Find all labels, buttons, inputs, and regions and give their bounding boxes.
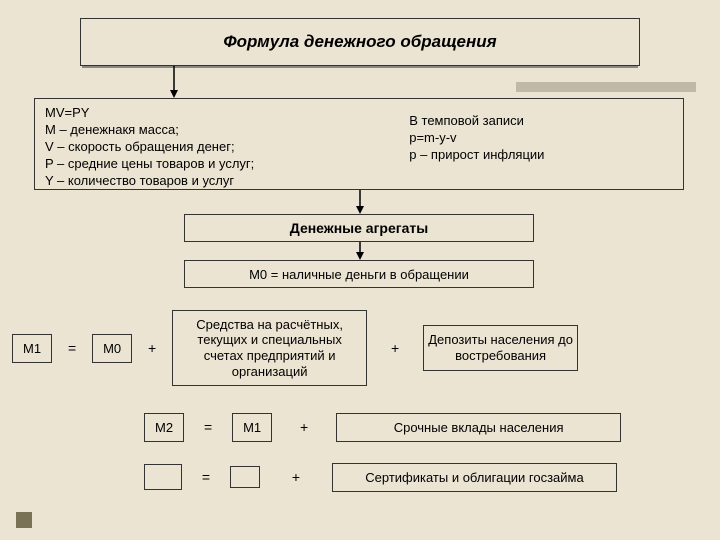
m1-right-box: Депозиты населения до востребования [423,325,578,370]
def-v: V – скорость обращения денег; [45,139,409,156]
aggregates-header: Денежные агрегаты [184,214,534,242]
eq-sign-1: = [62,340,82,356]
m1-row: М1 = М0 + Средства на расчётных, текущих… [12,310,578,386]
plus-sign-3: + [294,419,314,435]
aggregates-header-text: Денежные агрегаты [290,220,428,236]
m0-box: М0 = наличные деньги в обращении [184,260,534,288]
eq-sign-2: = [198,419,218,435]
m2-row: М2 = М1 + Срочные вклады населения [144,410,621,444]
definitions-right: В темповой записи p=m-y-v p – прирост ин… [409,105,673,183]
m3-blank-box [144,464,182,490]
m3-marker-box [230,466,260,488]
plus-sign-4: + [286,469,306,485]
tempo-1: В темповой записи [409,113,673,130]
title-box: Формула денежного обращения [80,18,640,66]
plus-sign-2: + [385,340,405,356]
definitions-box: MV=PY M – денежнакя масса; V – скорость … [34,98,684,190]
plus-sign-1: + [142,340,162,356]
formula-line: MV=PY [45,105,409,122]
arrow-title-to-def [168,66,180,100]
def-p: P – средние цены товаров и услуг; [45,156,409,173]
accent-bar [516,82,696,92]
def-m: M – денежнакя масса; [45,122,409,139]
arrow-def-to-agg [354,190,366,216]
tempo-3: p – прирост инфляции [409,147,673,164]
m0-small-box: М0 [92,334,132,363]
eq-sign-3: = [196,469,216,485]
m3-row: = + Сертификаты и облигации госзайма [144,460,617,494]
m3-right-box: Сертификаты и облигации госзайма [332,463,617,492]
m1-box: М1 [12,334,52,363]
title-text: Формула денежного обращения [223,32,496,52]
corner-decoration [16,512,32,528]
m0-text: М0 = наличные деньги в обращении [249,267,469,282]
arrow-agg-to-m0 [354,242,366,262]
m1-middle-box: Средства на расчётных, текущих и специал… [172,310,367,386]
m2-box: М2 [144,413,184,442]
m2-right-box: Срочные вклады населения [336,413,621,442]
m1-small-box: М1 [232,413,272,442]
definitions-left: MV=PY M – денежнакя масса; V – скорость … [45,105,409,183]
def-y: Y – количество товаров и услуг [45,173,409,190]
tempo-2: p=m-y-v [409,130,673,147]
